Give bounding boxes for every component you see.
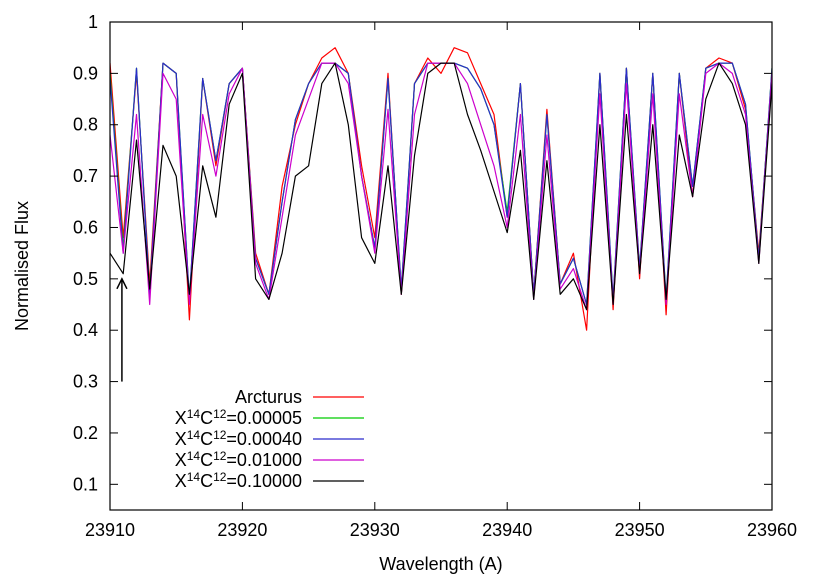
y-tick-label: 0.1 [73, 474, 98, 494]
y-tick-label: 0.8 [73, 115, 98, 135]
y-tick-label: 0.7 [73, 166, 98, 186]
x-tick-label: 23920 [217, 520, 267, 540]
series-line-4 [110, 62, 772, 311]
x-tick-label: 23950 [615, 520, 665, 540]
legend-label-4: X14C12=0.10000 [175, 470, 302, 491]
plot-frame [109, 21, 773, 511]
y-tick-label: 1 [88, 12, 98, 32]
x-tick-label: 23910 [85, 520, 135, 540]
legend-label-3: X14C12=0.01000 [175, 449, 302, 470]
legend-label-1: X14C12=0.00005 [175, 407, 302, 428]
series-layer [110, 47, 772, 331]
y-axis-title: Normalised Flux [12, 201, 32, 331]
y-tick-label: 0.6 [73, 217, 98, 237]
x-tick-label: 23960 [747, 520, 797, 540]
ticks-layer: 23910 23920 23930 23940 23950 23960 0.1 0.2 0.3 0… [73, 12, 797, 540]
arrow-annotation [116, 277, 128, 382]
x-tick-label: 23940 [482, 520, 532, 540]
x-tick-label: 23930 [350, 520, 400, 540]
y-tick-label: 0.9 [73, 63, 98, 83]
x-axis-title: Wavelength (A) [379, 554, 502, 574]
y-tick-label: 0.4 [73, 320, 98, 340]
series-line-2 [110, 62, 772, 306]
legend: ArcturusX14C12=0.00005X14C12=0.00040X14C… [175, 387, 364, 491]
legend-label-2: X14C12=0.00040 [175, 428, 302, 449]
y-tick-label: 0.2 [73, 423, 98, 443]
legend-label-0: Arcturus [235, 387, 302, 407]
arrow-head [116, 277, 128, 290]
y-tick-label: 0.5 [73, 269, 98, 289]
y-tick-label: 0.3 [73, 372, 98, 392]
